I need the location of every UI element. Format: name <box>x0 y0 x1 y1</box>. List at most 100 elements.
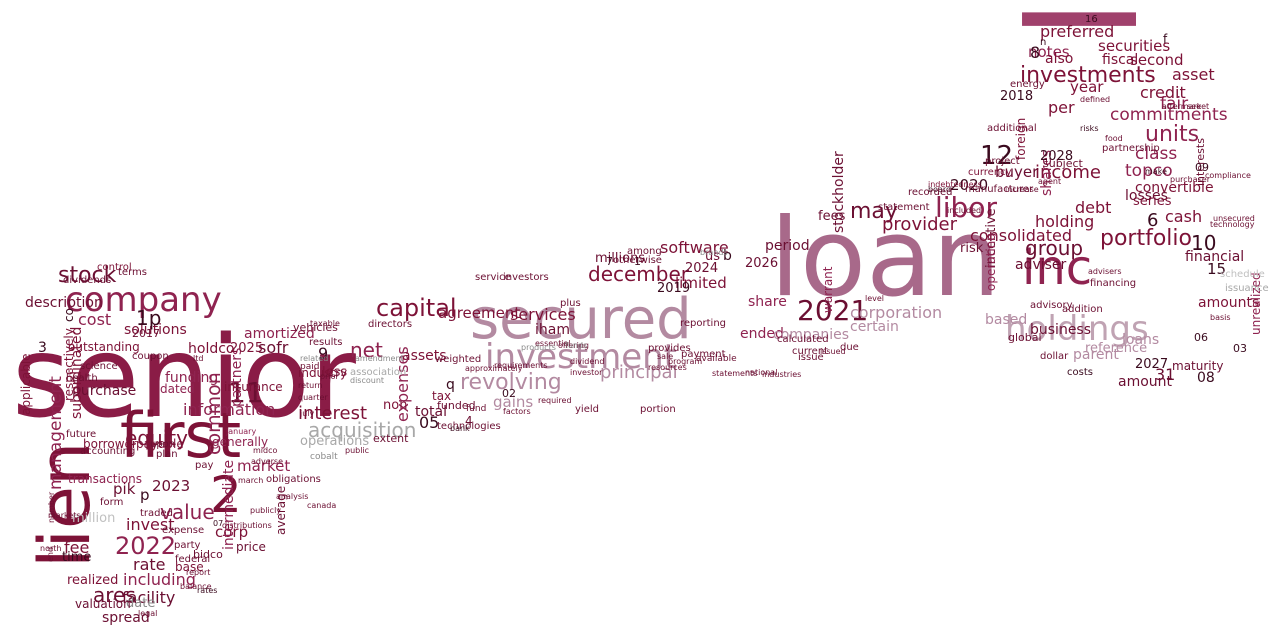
cloud-word: 05 <box>419 413 440 432</box>
cloud-word: 9 <box>318 344 329 363</box>
cloud-word: value <box>160 500 215 524</box>
cloud-word: bidco <box>193 548 223 561</box>
cloud-word: 11 <box>228 376 264 409</box>
cloud-word: technology <box>1210 220 1255 229</box>
cloud-word: public <box>345 446 370 455</box>
cloud-word: costs <box>1067 367 1093 378</box>
cloud-word: 4 <box>465 414 473 428</box>
cloud-word: fair <box>1160 94 1189 114</box>
cloud-word: cobalt <box>310 452 338 462</box>
cloud-word: federal <box>175 554 211 565</box>
cloud-word: consolidated <box>970 226 1072 245</box>
cloud-word: 2025 <box>230 341 264 356</box>
cloud-word: agreement <box>438 304 521 322</box>
cloud-word: essential <box>535 339 571 348</box>
cloud-word: recorded <box>908 187 953 198</box>
cloud-word: n <box>1040 37 1047 48</box>
cloud-word: december <box>588 262 690 286</box>
cloud-word: total <box>415 404 448 420</box>
cloud-word: control <box>97 262 132 273</box>
cloud-word: technologies <box>437 421 501 432</box>
cloud-word: march <box>238 476 264 485</box>
cloud-word: portion <box>640 404 676 415</box>
cloud-word: generally <box>212 435 269 449</box>
cloud-word: discount <box>350 376 385 385</box>
cloud-word: 2018 <box>1000 89 1034 104</box>
cloud-word: expense <box>162 525 205 536</box>
cloud-word: 09 <box>1195 161 1209 174</box>
cloud-word: certain <box>850 319 899 335</box>
cloud-word: units <box>1145 122 1200 147</box>
cloud-word: 10 <box>1191 231 1217 255</box>
cloud-word: limited <box>675 274 727 292</box>
cloud-word: association <box>350 367 407 378</box>
cloud-word: january <box>226 427 257 436</box>
cloud-word: operating <box>984 233 998 291</box>
cloud-word: return <box>298 381 323 390</box>
cloud-word: markets <box>48 511 81 520</box>
cloud-word: north <box>40 544 62 553</box>
cloud-word: yield <box>575 404 599 415</box>
cloud-word: software <box>660 238 729 257</box>
cloud-word: fiscal <box>1102 52 1139 68</box>
cloud-word: loans <box>1122 332 1160 348</box>
cloud-word: dated <box>160 382 195 396</box>
cloud-word: form <box>100 497 124 508</box>
cloud-word: second <box>1130 51 1184 69</box>
cloud-word: may <box>850 199 898 224</box>
cloud-word: prior <box>320 372 339 381</box>
cloud-word: rates <box>197 586 218 595</box>
cloud-word: plus <box>560 298 581 309</box>
cloud-word: company <box>65 280 222 320</box>
cloud-word: aftermarket <box>1162 102 1210 111</box>
cloud-word: statements <box>712 369 758 378</box>
cloud-word: schedule <box>1220 269 1265 280</box>
cloud-word: compliance <box>1205 171 1251 180</box>
cloud-word: agent <box>1038 177 1062 186</box>
cloud-word: ares <box>93 583 136 607</box>
cloud-word: 02 <box>502 387 516 400</box>
cloud-word: adverse <box>251 457 284 466</box>
cloud-word: issue <box>798 352 824 363</box>
cloud-word: brands <box>700 248 728 257</box>
cloud-word: principal <box>600 362 678 383</box>
cloud-word: advisory <box>1030 300 1073 311</box>
cloud-word: subject <box>1043 157 1083 170</box>
cloud-word: amortized <box>244 326 315 342</box>
cloud-word: party <box>174 540 201 551</box>
cloud-word: million <box>72 511 116 526</box>
cloud-word: amendment <box>355 354 404 363</box>
cloud-word: 08 <box>1197 370 1215 386</box>
cloud-word: acquisition <box>308 418 417 442</box>
cloud-word: pay <box>195 460 214 471</box>
cloud-word: defined <box>1080 95 1111 104</box>
cloud-word: tax <box>432 389 452 403</box>
cloud-word: issued <box>820 347 846 356</box>
cloud-word: risk <box>960 241 984 256</box>
cloud-word: 2024 <box>685 261 719 276</box>
cloud-word: sale <box>657 352 674 361</box>
cloud-word: service <box>475 272 511 283</box>
cloud-word: 15 <box>1207 260 1227 278</box>
cloud-word: realized <box>67 573 119 588</box>
cloud-word: payment <box>681 349 726 360</box>
cloud-word: q <box>446 377 455 393</box>
cloud-word: inc <box>1022 240 1093 296</box>
cloud-word: capital <box>376 294 457 322</box>
cloud-word: business <box>1030 322 1092 338</box>
cloud-word: indebtedness <box>928 180 982 189</box>
cloud-word: funded <box>437 399 476 412</box>
cloud-word: terms <box>118 267 147 278</box>
cloud-word: 2022 <box>115 532 177 560</box>
cloud-word: dividends <box>63 275 112 286</box>
cloud-word: also <box>1045 51 1074 67</box>
cloud-word: increase <box>1005 185 1039 194</box>
cloud-word: current <box>792 346 829 357</box>
cloud-word: libor <box>935 191 997 224</box>
cloud-word: cost <box>78 310 112 329</box>
cloud-word: solutions <box>124 322 187 338</box>
cloud-word: less <box>322 365 348 380</box>
cloud-word: resources <box>648 363 687 372</box>
cloud-word: income <box>1035 162 1101 183</box>
